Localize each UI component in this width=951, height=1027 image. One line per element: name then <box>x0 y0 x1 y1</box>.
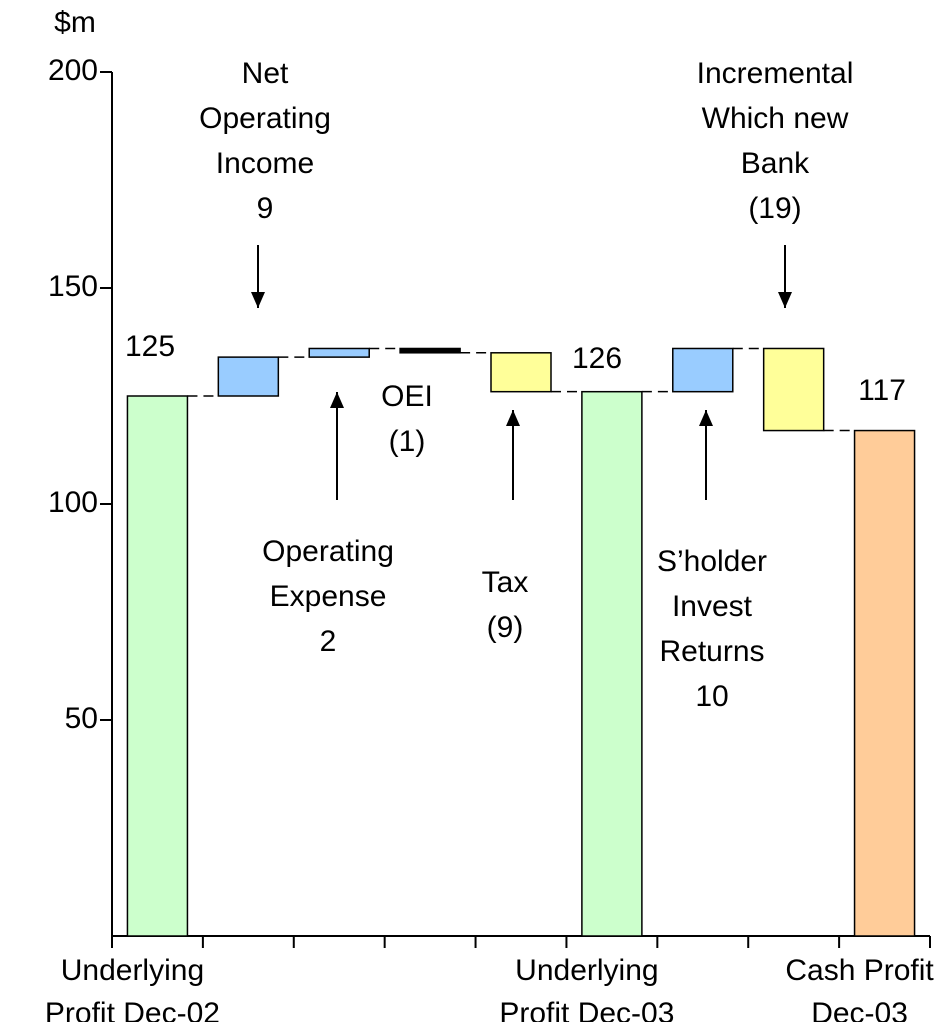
step-name: S’holder Invest Returns <box>657 545 767 668</box>
x-tick-label: Underlying Profit Dec-02 <box>45 954 220 1022</box>
step-name: OEI <box>381 380 433 413</box>
y-tick-label: 200 <box>48 54 98 87</box>
step-name-line: Operating <box>262 535 394 568</box>
x-tick-label: Cash Profit Dec-03 <box>785 954 934 1022</box>
bar <box>762 347 825 432</box>
data-label: 2 <box>320 625 337 658</box>
step-name-line: Operating <box>199 102 331 135</box>
bar <box>126 395 189 937</box>
data-label: (9) <box>487 611 524 644</box>
step-name: Tax <box>482 566 529 599</box>
y-axis-label: $m <box>54 6 96 39</box>
step-name-line: Returns <box>659 635 764 668</box>
arrow-head <box>506 410 520 426</box>
step-name-line: Net <box>242 57 289 90</box>
arrow-head <box>699 410 713 426</box>
y-tick-label: 100 <box>48 486 98 519</box>
data-label: 10 <box>695 680 728 713</box>
x-tick-label-line: Dec-03 <box>811 997 908 1022</box>
x-tick-label-line: Underlying <box>515 954 658 987</box>
bar <box>308 347 370 358</box>
x-tick-label-line: Underlying <box>61 954 204 987</box>
x-tick-label: Underlying Profit Dec-03 <box>499 954 674 1022</box>
bar <box>490 352 552 393</box>
data-label: 9 <box>257 192 274 225</box>
step-name: Net Operating Income <box>199 57 331 180</box>
arrow-head <box>778 292 792 308</box>
bar <box>217 356 280 397</box>
y-tick-label: 150 <box>48 270 98 303</box>
data-label: (1) <box>389 425 426 458</box>
y-tick-label: 50 <box>65 702 98 735</box>
data-label: 126 <box>572 342 622 375</box>
step-name: Operating Expense <box>262 535 394 613</box>
data-label: (19) <box>748 192 801 225</box>
step-name-line: OEI <box>381 380 433 413</box>
x-tick-label-line: Cash Profit <box>785 954 934 987</box>
step-name-line: Incremental <box>697 57 854 90</box>
step-name-line: Income <box>216 147 314 180</box>
arrow-head <box>330 392 344 408</box>
bar <box>581 390 643 937</box>
data-label: 117 <box>858 374 906 407</box>
data-label: 125 <box>125 330 175 363</box>
step-name-line: Tax <box>482 566 529 599</box>
step-name-line: Expense <box>270 580 387 613</box>
x-tick-label-line: Profit Dec-03 <box>499 997 674 1022</box>
step-name-line: S’holder <box>657 545 767 578</box>
step-name-line: Which new <box>702 102 849 135</box>
step-name: Incremental Which new Bank <box>697 57 854 180</box>
bar <box>853 429 916 937</box>
step-name-line: Invest <box>672 590 753 623</box>
bar <box>672 347 734 393</box>
x-tick-label-line: Profit Dec-02 <box>45 997 220 1022</box>
arrow-head <box>251 292 265 308</box>
step-name-line: Bank <box>741 147 810 180</box>
bar <box>399 347 461 354</box>
